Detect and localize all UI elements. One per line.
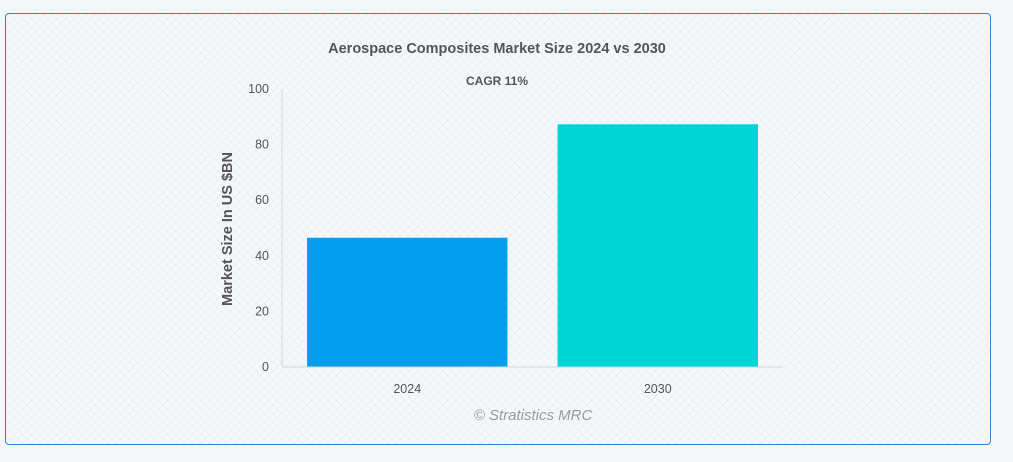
chart-title: Aerospace Composites Market Size 2024 vs… bbox=[328, 41, 666, 57]
y-tick-label: 80 bbox=[255, 138, 269, 152]
chart-panel bbox=[5, 13, 991, 445]
y-tick-label: 0 bbox=[262, 360, 269, 374]
y-axis: 0 20 40 60 80 100 bbox=[248, 82, 283, 374]
y-tick-label: 20 bbox=[255, 304, 269, 318]
chart-subtitle: CAGR 11% bbox=[466, 74, 528, 88]
x-tick-label: 2030 bbox=[644, 382, 672, 396]
watermark: © Stratistics MRC bbox=[474, 407, 593, 424]
bar-2030 bbox=[557, 124, 758, 367]
y-tick-label: 40 bbox=[255, 249, 269, 263]
y-axis-label: Market Size In US $BN bbox=[220, 152, 236, 306]
y-tick-label: 60 bbox=[255, 193, 269, 207]
y-tick-label: 100 bbox=[248, 82, 269, 96]
x-axis: 2024 2030 bbox=[282, 366, 783, 396]
x-tick-label: 2024 bbox=[393, 382, 421, 396]
bars bbox=[307, 124, 758, 367]
bar-2024 bbox=[307, 237, 508, 367]
